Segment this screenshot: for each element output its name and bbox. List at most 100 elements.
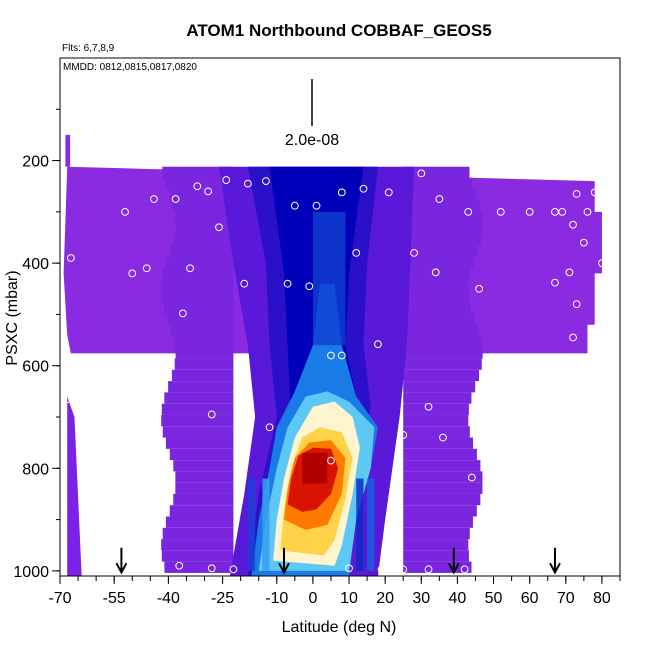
heatmap-cell xyxy=(403,200,480,212)
flights-annotation: Flts: 6,7,8,9 xyxy=(62,43,115,54)
heatmap-cell xyxy=(403,166,470,179)
heatmap-cell xyxy=(166,256,234,269)
heatmap-cell xyxy=(403,290,469,303)
sample-point xyxy=(262,177,270,185)
heatmap-cell xyxy=(161,290,234,303)
sample-point xyxy=(598,259,606,268)
sample-point xyxy=(590,188,599,197)
heatmap-cell xyxy=(175,347,234,359)
sample-point xyxy=(207,564,216,573)
heatmap-cell xyxy=(403,302,472,314)
heatmap-cell xyxy=(403,426,470,438)
sample-point xyxy=(377,565,386,574)
sample-point xyxy=(431,268,440,277)
y-tick-label: 600 xyxy=(22,359,49,376)
arrow-marker xyxy=(115,547,128,575)
heatmap-cell xyxy=(161,403,234,415)
y-tick-label: 400 xyxy=(22,256,49,273)
sample-point xyxy=(222,176,231,184)
sample-point xyxy=(63,395,72,403)
sample-points-layer xyxy=(63,165,606,574)
sample-point xyxy=(352,248,361,257)
heatmap-cell xyxy=(65,134,71,167)
sample-point xyxy=(525,207,534,216)
sample-point xyxy=(153,409,162,418)
heatmap-layer xyxy=(63,134,602,576)
heatmap-cell xyxy=(161,279,234,291)
sample-point xyxy=(121,207,129,216)
heatmap-cell xyxy=(403,335,482,348)
sample-point xyxy=(579,238,588,247)
sample-point xyxy=(439,433,447,442)
y-tick-label: 1000 xyxy=(13,564,49,581)
heatmap-cell xyxy=(169,505,234,517)
sample-point xyxy=(240,279,249,288)
heatmap-cell xyxy=(163,302,234,314)
sample-point xyxy=(204,187,213,196)
heatmap-cell xyxy=(164,561,234,573)
heatmap-cell xyxy=(356,478,364,571)
sample-point xyxy=(558,207,567,216)
x-tick-label: -55 xyxy=(103,590,126,607)
x-tick-label: -25 xyxy=(211,590,234,607)
heatmap-cell xyxy=(302,452,328,484)
heatmap-cell xyxy=(161,539,234,551)
sample-point xyxy=(305,282,314,291)
x-tick-label: 0 xyxy=(308,590,317,607)
x-tick-label: 80 xyxy=(593,590,611,607)
sample-point xyxy=(569,220,577,229)
heatmap-cell xyxy=(161,550,234,562)
sample-point xyxy=(233,387,241,396)
x-tick-label: 70 xyxy=(557,590,575,607)
sample-point xyxy=(178,309,187,318)
heatmap-cell xyxy=(162,426,234,438)
heatmap-cell xyxy=(403,460,481,472)
heatmap-cell xyxy=(167,313,234,325)
sample-point xyxy=(399,431,408,439)
heatmap-cell xyxy=(169,189,234,201)
heatmap-cell xyxy=(175,482,234,494)
sample-point xyxy=(399,565,408,574)
heatmap-cell xyxy=(168,381,234,393)
heatmap-cell xyxy=(403,471,483,483)
sample-point xyxy=(345,564,353,573)
heatmap-cell xyxy=(162,527,234,540)
sample-point xyxy=(576,456,585,465)
x-tick-label: 10 xyxy=(340,590,358,607)
sample-point xyxy=(103,564,111,573)
sample-point xyxy=(88,390,97,398)
heatmap-cell xyxy=(262,478,270,571)
x-tick-label: -40 xyxy=(157,590,180,607)
sample-point xyxy=(139,404,147,413)
sample-point xyxy=(171,195,180,203)
heatmap-cell xyxy=(162,166,234,179)
heatmap-cell xyxy=(403,223,483,235)
heatmap-cell xyxy=(403,516,473,528)
heatmap-cell xyxy=(175,211,234,224)
heatmap-cell xyxy=(312,211,346,346)
heatmap-cell xyxy=(173,460,234,472)
heatmap-cell xyxy=(403,392,472,404)
heatmap-cell xyxy=(165,437,234,449)
heatmap-cell xyxy=(171,369,234,382)
heatmap-cell xyxy=(403,482,483,494)
sample-point xyxy=(243,179,252,188)
sample-point xyxy=(410,248,418,257)
sample-point xyxy=(551,278,559,287)
sample-point xyxy=(66,254,75,262)
plot-frame xyxy=(59,57,621,577)
arrows-layer xyxy=(115,547,561,575)
heatmap-cell xyxy=(171,324,234,336)
heatmap-cell xyxy=(403,437,474,449)
sample-point xyxy=(435,195,444,203)
heatmap-cell xyxy=(173,493,234,506)
chart-title: ATOM1 Northbound COBBAF_GEOS5 xyxy=(186,21,491,40)
y-axis: 200 400 600 800 1000 xyxy=(13,108,60,581)
sample-point xyxy=(547,372,556,380)
heatmap-cell xyxy=(175,471,234,483)
heatmap-cell xyxy=(165,516,234,528)
dates-annotation: MMDD: 0812,0815,0817,0820 xyxy=(63,62,197,73)
heatmap-cell xyxy=(247,478,256,571)
sample-point xyxy=(337,188,346,197)
heatmap-cell xyxy=(403,178,473,190)
